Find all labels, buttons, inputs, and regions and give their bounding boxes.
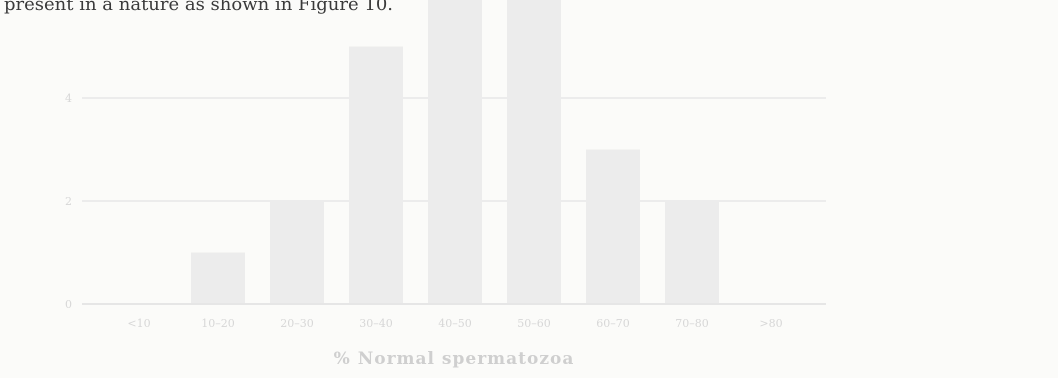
x-tick-labels: <10 10–20 20–30 30–40 40–50 50–60 60–70 70–80 >8…	[127, 317, 782, 330]
page-text-line: present in a nature as shown in Figure 1…	[4, 0, 393, 15]
bar-5	[507, 0, 561, 304]
x-tick-label: 10–20	[201, 317, 235, 330]
x-tick-label: 60–70	[596, 317, 630, 330]
y-tick-label: 4	[65, 92, 72, 105]
x-tick-label: 20–30	[280, 317, 314, 330]
x-tick-label: 70–80	[675, 317, 709, 330]
x-tick-label: 50–60	[517, 317, 551, 330]
bar-2	[270, 201, 324, 304]
bars	[191, 0, 719, 304]
y-tick-labels: 0 2 4	[65, 92, 72, 311]
bar-7	[665, 201, 719, 304]
bar-3	[349, 46, 403, 304]
bar-1	[191, 252, 245, 304]
x-tick-label: 30–40	[359, 317, 393, 330]
x-tick-label: >80	[759, 317, 782, 330]
y-tick-label: 0	[65, 298, 72, 311]
bar-4	[428, 0, 482, 304]
bar-6	[586, 149, 640, 304]
x-tick-label: <10	[127, 317, 150, 330]
x-tick-label: 40–50	[438, 317, 472, 330]
y-tick-label: 2	[65, 195, 72, 208]
x-axis-label: % Normal spermatozoa	[334, 349, 575, 369]
